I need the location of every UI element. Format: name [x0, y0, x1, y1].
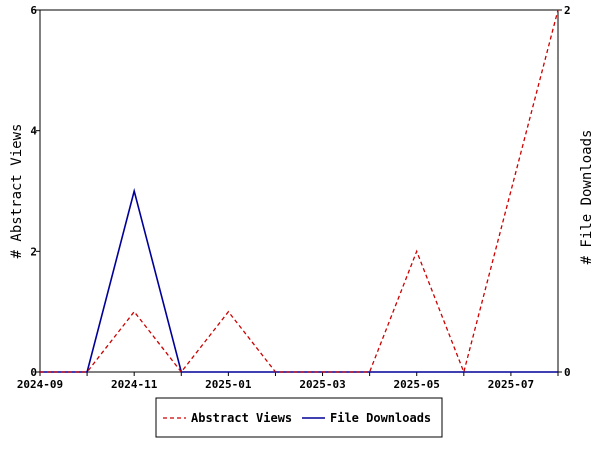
x-tick-label: 2025-05: [394, 378, 440, 391]
x-tick-label: 2025-03: [299, 378, 345, 391]
legend-label: Abstract Views: [191, 411, 292, 425]
y-tick-label: 6: [30, 4, 37, 17]
x-tick-label: 2025-01: [205, 378, 252, 391]
series-layer: [40, 9, 559, 375]
plot-frame: [39, 9, 559, 373]
axis-ticks: 2024-09 2024-11 2025-01 2025-03 2025-05 2025-…: [17, 4, 571, 391]
legend-label: File Downloads: [330, 411, 431, 425]
y2-tick-label: 2: [564, 4, 571, 17]
x-tick-label: 2024-11: [111, 378, 158, 391]
series-line-file-downloads: [40, 187, 558, 373]
y-axis-title: # Abstract Views: [9, 124, 25, 259]
x-tick-label: 2025-07: [488, 378, 534, 391]
series-line-abstract-views: [40, 9, 559, 375]
y-tick-label: 2: [30, 245, 37, 258]
y2-axis-title: # File Downloads: [579, 130, 595, 265]
x-tick-label: 2024-09: [17, 378, 63, 391]
y-tick-label: 4: [30, 125, 37, 138]
legend-box: [155, 397, 443, 438]
y-tick-label: 0: [30, 366, 37, 379]
y2-tick-label: 0: [564, 366, 571, 379]
legend: Abstract Views File Downloads: [155, 397, 443, 438]
